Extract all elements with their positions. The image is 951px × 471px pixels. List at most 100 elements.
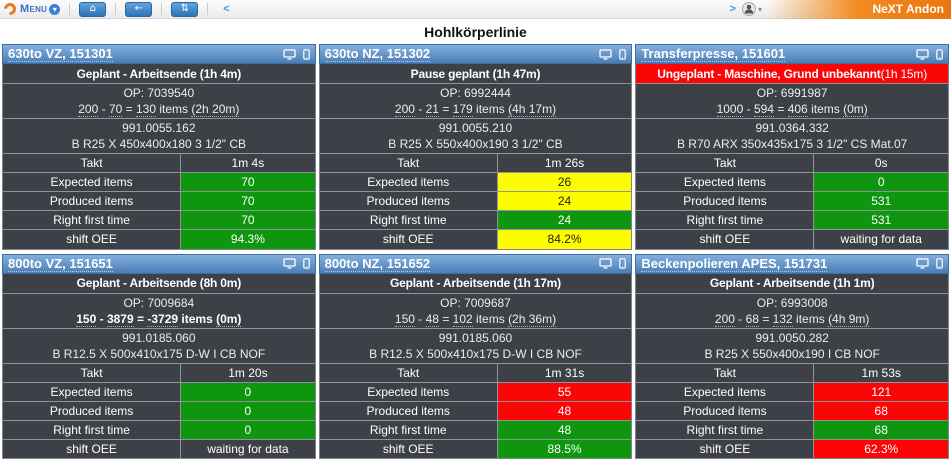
article-number: 991.0185.060 xyxy=(438,330,513,345)
top-toolbar: Menu ▾ ⌂ ← ⇅ < > ▾ NeXT Andon xyxy=(0,0,951,19)
produced-count[interactable]: 21 xyxy=(425,102,439,117)
remaining-time[interactable]: (2h 20m) xyxy=(191,102,240,117)
shift-oee-value: 94.3% xyxy=(180,229,315,249)
mobile-view-icon[interactable] xyxy=(936,258,943,269)
shift-oee-label: shift OEE xyxy=(636,229,815,249)
prev-page-link[interactable]: < xyxy=(223,3,230,15)
machine-panel: 800to NZ, 151652 Geplant - Arbeitsende (… xyxy=(318,253,633,459)
toolbar-divider xyxy=(207,3,209,15)
monitor-view-icon[interactable] xyxy=(599,48,612,60)
machine-title-link[interactable]: 630to VZ, 151301 xyxy=(8,46,113,62)
takt-label: Takt xyxy=(319,362,498,382)
monitor-view-icon[interactable] xyxy=(283,258,296,269)
machine-title-link[interactable]: 800to VZ, 151651 xyxy=(8,255,113,272)
monitor-view-icon[interactable] xyxy=(916,48,929,60)
mobile-view-icon[interactable] xyxy=(302,258,310,269)
refresh-button[interactable]: ⇅ xyxy=(171,1,199,17)
machine-title-link[interactable]: 800to NZ, 151652 xyxy=(324,255,431,272)
planned-count[interactable]: 200 xyxy=(78,102,99,117)
right-first-time-label: Right first time xyxy=(3,210,182,230)
remaining-count[interactable]: 132 xyxy=(772,311,793,327)
machine-panel: Beckenpolieren APES, 151731 Geplant - Ar… xyxy=(635,253,949,459)
produced-count[interactable]: 70 xyxy=(108,102,123,117)
planned-count[interactable]: 150 xyxy=(394,311,415,327)
status-bar: Ungeplant - Maschine, Grund unbekannt (1… xyxy=(636,64,948,84)
remaining-count[interactable]: -3729 xyxy=(147,311,179,327)
remaining-time[interactable]: (0m) xyxy=(843,102,868,117)
remaining-count[interactable]: 406 xyxy=(787,102,808,117)
takt-label: Takt xyxy=(3,362,182,382)
produced-count[interactable]: 48 xyxy=(425,311,439,327)
machine-panel: 630to VZ, 151301 Geplant - Arbeitsende (… xyxy=(2,44,316,250)
titlebar-icons xyxy=(916,48,943,60)
kpi-table: Takt 1m 20s Expected items 0 Produced it… xyxy=(3,362,315,458)
table-row: Produced items 68 xyxy=(636,400,948,420)
planned-count[interactable]: 200 xyxy=(394,102,415,117)
item-counts-line: 1000 - 594 = 406 items (0m) xyxy=(638,101,946,117)
user-dropdown-icon[interactable]: ▾ xyxy=(757,4,762,14)
remaining-time[interactable]: (2h 36m) xyxy=(508,311,557,327)
takt-value: 0s xyxy=(813,153,948,173)
status-bar: Geplant - Arbeitsende (1h 1m) xyxy=(636,273,948,294)
produced-count[interactable]: 594 xyxy=(753,102,774,117)
machine-title-link[interactable]: Beckenpolieren APES, 151731 xyxy=(641,255,828,272)
expected-items-label: Expected items xyxy=(3,172,182,192)
planned-count[interactable]: 150 xyxy=(76,311,97,327)
table-row: Produced items 0 xyxy=(3,400,315,420)
toolbar-left-group: Menu ▾ ⌂ ← ⇅ < xyxy=(0,0,236,18)
produced-items-value: 70 xyxy=(180,191,315,211)
article-description: B R25 X 550x400x190 I CB NOF xyxy=(704,346,880,361)
mobile-view-icon[interactable] xyxy=(936,48,943,60)
remaining-time[interactable]: (0m) xyxy=(216,311,242,327)
article-description: B R12.5 X 500x410x175 D-W I CB NOF xyxy=(52,346,266,361)
next-page-link[interactable]: > xyxy=(729,3,736,15)
menu-button[interactable]: Menu xyxy=(20,3,48,15)
monitor-view-icon[interactable] xyxy=(916,258,929,269)
mobile-view-icon[interactable] xyxy=(619,258,627,269)
planned-count[interactable]: 1000 xyxy=(716,102,744,117)
takt-label: Takt xyxy=(3,153,182,173)
machine-panel: 800to VZ, 151651 Geplant - Arbeitsende (… xyxy=(2,253,316,459)
article-description: B R70 ARX 350x435x175 3 1/2" CS Mat.07 xyxy=(676,137,908,151)
back-button[interactable]: ← xyxy=(125,1,153,17)
shift-oee-value: waiting for data xyxy=(180,438,315,458)
monitor-view-icon[interactable] xyxy=(599,258,612,269)
remaining-count[interactable]: 102 xyxy=(452,311,473,327)
kpi-table: Takt 1m 26s Expected items 26 Produced i… xyxy=(319,153,632,249)
remaining-time[interactable]: (4h 17m) xyxy=(508,102,557,117)
machine-title-link[interactable]: 630to NZ, 151302 xyxy=(324,46,431,62)
monitor-view-icon[interactable] xyxy=(283,48,296,60)
article-description: B R25 X 550x400x190 3 1/2" CB xyxy=(388,137,563,151)
app-logo-icon[interactable] xyxy=(1,0,19,18)
produced-items-value: 24 xyxy=(497,191,632,211)
produced-items-label: Produced items xyxy=(636,400,815,420)
shift-oee-label: shift OEE xyxy=(636,438,815,458)
mobile-view-icon[interactable] xyxy=(302,48,310,60)
machine-title-link[interactable]: Transferpresse, 151601 xyxy=(641,46,786,62)
shift-oee-value: 88.5% xyxy=(497,438,632,458)
toolbar-divider xyxy=(69,3,71,15)
home-button[interactable]: ⌂ xyxy=(79,1,107,17)
remaining-time[interactable]: (4h 9m) xyxy=(828,311,870,327)
right-first-time-value: 24 xyxy=(497,210,632,230)
status-text: Geplant - Arbeitsende (8h 0m) xyxy=(76,276,242,290)
table-row: Produced items 531 xyxy=(636,191,948,211)
expected-items-label: Expected items xyxy=(319,381,498,401)
item-counts-line: 200 - 21 = 179 items (4h 17m) xyxy=(322,101,630,117)
mobile-view-icon[interactable] xyxy=(619,48,627,60)
user-avatar[interactable] xyxy=(741,2,756,16)
menu-dropdown-icon[interactable]: ▾ xyxy=(49,3,61,15)
remaining-count[interactable]: 130 xyxy=(136,102,157,117)
produced-count[interactable]: 68 xyxy=(745,311,759,327)
produced-items-label: Produced items xyxy=(3,400,182,420)
produced-items-value: 531 xyxy=(813,191,948,211)
expected-items-value: 70 xyxy=(180,172,315,192)
item-counts-line: 150 - 3879 = -3729 items (0m) xyxy=(5,311,313,327)
titlebar-icons xyxy=(599,258,627,269)
table-row: Expected items 55 xyxy=(319,381,632,401)
table-row: shift OEE waiting for data xyxy=(3,438,315,458)
remaining-count[interactable]: 179 xyxy=(452,102,473,117)
order-info: OP: 6992444 200 - 21 = 179 items (4h 17m… xyxy=(319,84,632,119)
produced-count[interactable]: 3879 xyxy=(106,311,134,327)
planned-count[interactable]: 200 xyxy=(714,311,735,327)
